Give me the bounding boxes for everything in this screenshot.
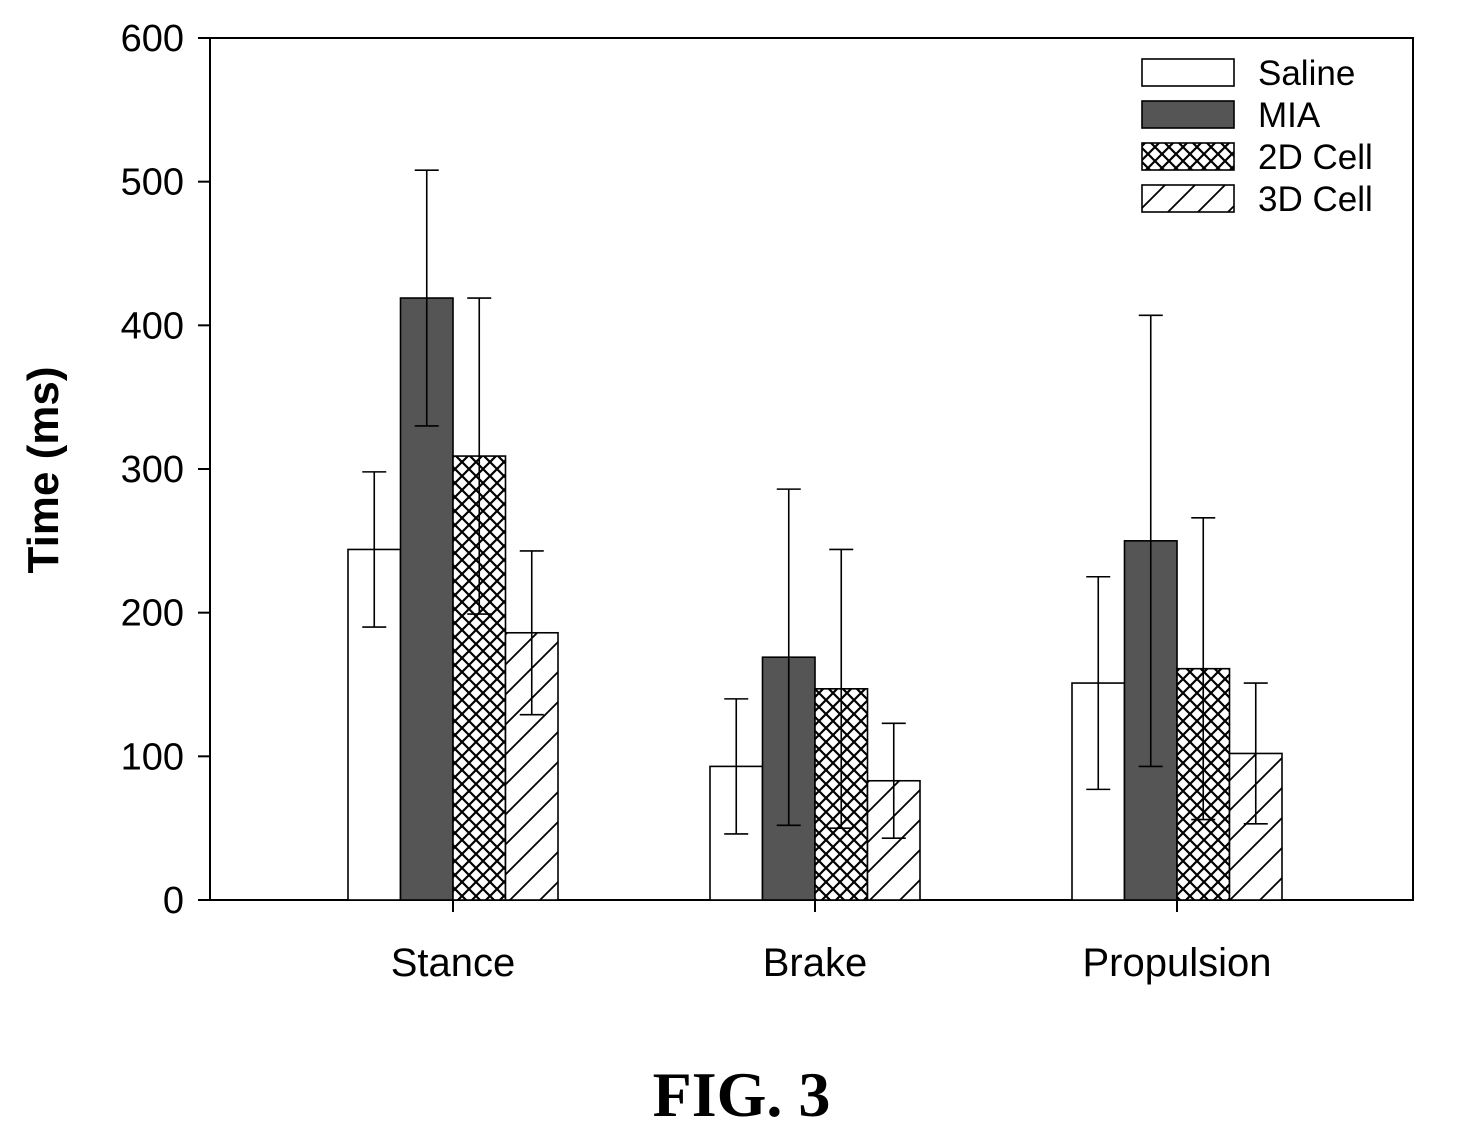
- bar-chart: 0 100 200 300 400 500 600 Stance Brake Propulsio…: [19, 18, 1414, 985]
- legend-swatch-saline: [1141, 58, 1235, 87]
- y-tick-label: 400: [121, 305, 184, 347]
- y-axis: 0 100 200 300 400 500 600: [121, 18, 210, 922]
- legend-label: 3D Cell: [1258, 180, 1373, 219]
- legend-label: Saline: [1258, 54, 1355, 93]
- x-tick-label: Stance: [391, 941, 516, 985]
- bars: [347, 297, 1283, 901]
- legend-swatch-mia: [1141, 100, 1235, 129]
- legend-label: MIA: [1258, 96, 1321, 135]
- y-tick-label: 200: [121, 593, 184, 635]
- x-tick-label: Propulsion: [1082, 941, 1271, 985]
- y-tick-label: 600: [121, 18, 184, 60]
- error-bars: [362, 169, 1268, 840]
- legend-label: 2D Cell: [1258, 138, 1373, 177]
- y-axis-label: Time (ms): [19, 366, 68, 573]
- y-tick-label: 0: [163, 880, 184, 922]
- legend-swatch-2d-cell: [1141, 142, 1235, 171]
- y-tick-label: 300: [121, 449, 184, 491]
- x-axis: Stance Brake Propulsion: [391, 900, 1272, 985]
- x-tick-label: Brake: [763, 941, 868, 985]
- y-tick-label: 100: [121, 736, 184, 778]
- figure-caption: FIG. 3: [652, 1059, 831, 1130]
- y-tick-label: 500: [121, 162, 184, 204]
- legend-swatch-3d-cell: [1141, 184, 1235, 213]
